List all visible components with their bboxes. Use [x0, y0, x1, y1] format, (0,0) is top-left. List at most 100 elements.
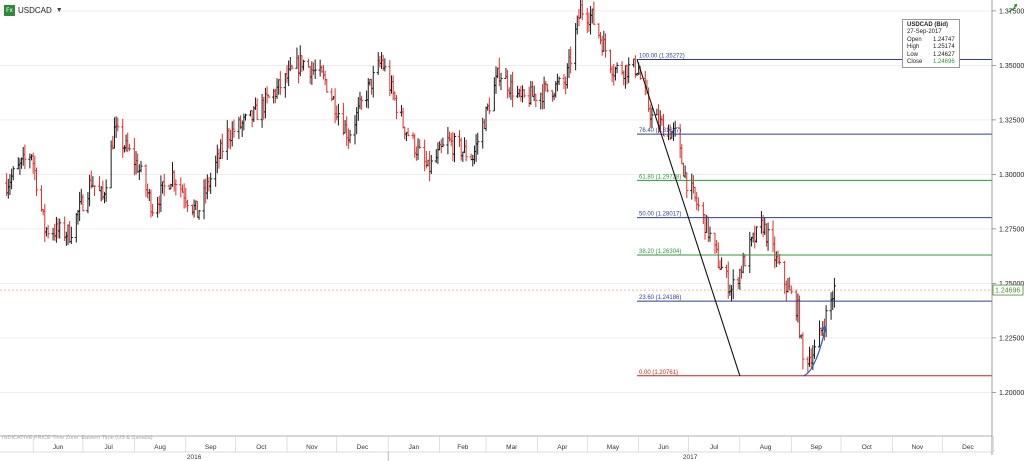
- info-title: USDCAD (Bid): [907, 22, 948, 28]
- y-tick-label: 1.35000: [999, 63, 1024, 70]
- month-label: Dec: [962, 444, 974, 451]
- high-value: 1.25174: [933, 44, 955, 51]
- trend-arrow: [802, 325, 827, 377]
- current-price-box: [992, 284, 1024, 296]
- ohlc-bar: [278, 71, 282, 95]
- ohlc-bar: [46, 224, 50, 239]
- ohlc-bar: [267, 94, 271, 98]
- month-label: Jul: [710, 444, 719, 451]
- ohlc-bar: [603, 33, 608, 58]
- ohlc-bar: [545, 83, 550, 93]
- current-price-label: 1.24696: [995, 288, 1020, 295]
- fib-label: 61.80 (1.29728): [639, 174, 681, 180]
- ohlc-bar: [255, 98, 259, 121]
- ohlc-bar: [127, 143, 131, 151]
- ohlc-bar: [197, 209, 201, 220]
- ohlc-bar: [720, 257, 724, 270]
- ohlc-bar: [313, 59, 317, 80]
- ohlc-bar: [81, 194, 85, 212]
- ohlc-bar: [592, 1, 596, 26]
- y-tick-label: 1.22500: [999, 335, 1024, 342]
- ohlc-bar: [832, 277, 837, 308]
- fib-label: 100.00 (1.35272): [639, 53, 685, 59]
- ohlc-bar: [754, 226, 759, 243]
- ohlc-bar: [151, 203, 155, 217]
- ohlc-bar: [766, 222, 770, 251]
- month-label: Aug: [760, 444, 772, 451]
- y-tick-label: 1.30000: [999, 172, 1024, 179]
- fib-label: 0.00 (1.20761): [639, 370, 678, 376]
- y-tick-label: 1.27500: [999, 226, 1024, 233]
- low-value: 1.24627: [933, 51, 955, 58]
- ohlc-bar: [243, 113, 248, 121]
- y-tick-label: 1.37500: [999, 8, 1024, 15]
- ohlc-bar: [615, 62, 619, 74]
- month-label: Feb: [457, 444, 469, 451]
- caret-down-icon[interactable]: ▼: [55, 6, 63, 14]
- ohlc-bar: [685, 172, 689, 199]
- ohlc-bar: [325, 79, 329, 93]
- ohlc-bar: [406, 127, 410, 137]
- year-label-2017: 2017: [683, 454, 698, 461]
- ohlc-bar: [209, 172, 213, 194]
- close-value: 1.24696: [933, 59, 955, 66]
- ohlc-bar: [522, 89, 526, 98]
- month-label: Oct: [256, 444, 266, 451]
- ohlc-bar: [139, 160, 143, 173]
- month-label: May: [607, 444, 620, 451]
- info-row-low: Low 1.24627: [907, 52, 955, 59]
- ohlc-bar: [220, 133, 224, 160]
- ohlc-bar: [174, 179, 178, 196]
- ohlc-bar: [116, 117, 120, 132]
- fib-label: 23.60 (1.24186): [639, 295, 681, 301]
- month-label: Jan: [409, 444, 420, 451]
- ohlc-bar: [290, 64, 294, 70]
- ohlc-bar: [708, 226, 712, 242]
- ohlc-bar: [429, 154, 433, 175]
- y-tick-label: 1.25000: [999, 281, 1024, 288]
- ohlc-bar: [580, 0, 584, 21]
- trend-arrow-icon[interactable]: [1008, 3, 1018, 13]
- ohlc-bar: [371, 65, 375, 98]
- month-label: Dec: [357, 444, 369, 451]
- info-row-high: High 1.25174: [907, 44, 955, 51]
- month-label: Oct: [862, 444, 872, 451]
- info-date: 27-Sep-2017: [907, 29, 942, 36]
- ohlc-bar: [801, 332, 805, 370]
- close-label: Close: [907, 59, 923, 66]
- ohlc-bar: [476, 132, 480, 155]
- ohlc-bar: [185, 199, 190, 212]
- low-label: Low: [907, 51, 919, 58]
- ohlc-bar: [92, 185, 97, 197]
- ohlc-bar: [650, 107, 654, 128]
- ohlc-bar: [232, 119, 236, 138]
- symbol-name[interactable]: USDCAD: [18, 5, 52, 15]
- y-tick-label: 1.20000: [999, 390, 1024, 397]
- info-row-open: Open 1.24747: [907, 37, 955, 44]
- ohlc-bar: [627, 57, 631, 83]
- open-label: Open: [907, 36, 922, 43]
- ohlc-bar: [743, 253, 747, 267]
- ohlc-bar: [487, 97, 491, 115]
- ohlc-bar: [11, 166, 15, 181]
- month-label: Nov: [306, 444, 318, 451]
- ohlc-bar: [301, 59, 306, 71]
- month-label: Sep: [205, 444, 217, 451]
- ohlc-bar: [557, 76, 561, 85]
- ohlc-bar: [348, 129, 352, 144]
- ohlc-bar: [812, 339, 817, 359]
- fib-label: 38.20 (1.26304): [639, 249, 681, 255]
- month-label: Jun: [658, 444, 669, 451]
- symbol-header[interactable]: Fx USDCAD ▼: [4, 3, 63, 17]
- ohlc-bar: [418, 139, 422, 149]
- ohlc-bar: [69, 226, 73, 244]
- trend-arrow-head: [821, 325, 827, 331]
- year-label-2016: 2016: [187, 454, 202, 461]
- month-label: Aug: [154, 444, 166, 451]
- ohlc-bar: [23, 144, 27, 170]
- ohlc-bar: [464, 139, 468, 162]
- ohlc-info-box: USDCAD (Bid) 27-Sep-2017 Open 1.24747 Hi…: [902, 19, 960, 68]
- month-label: Jul: [104, 444, 113, 451]
- ohlc-bar: [360, 95, 364, 110]
